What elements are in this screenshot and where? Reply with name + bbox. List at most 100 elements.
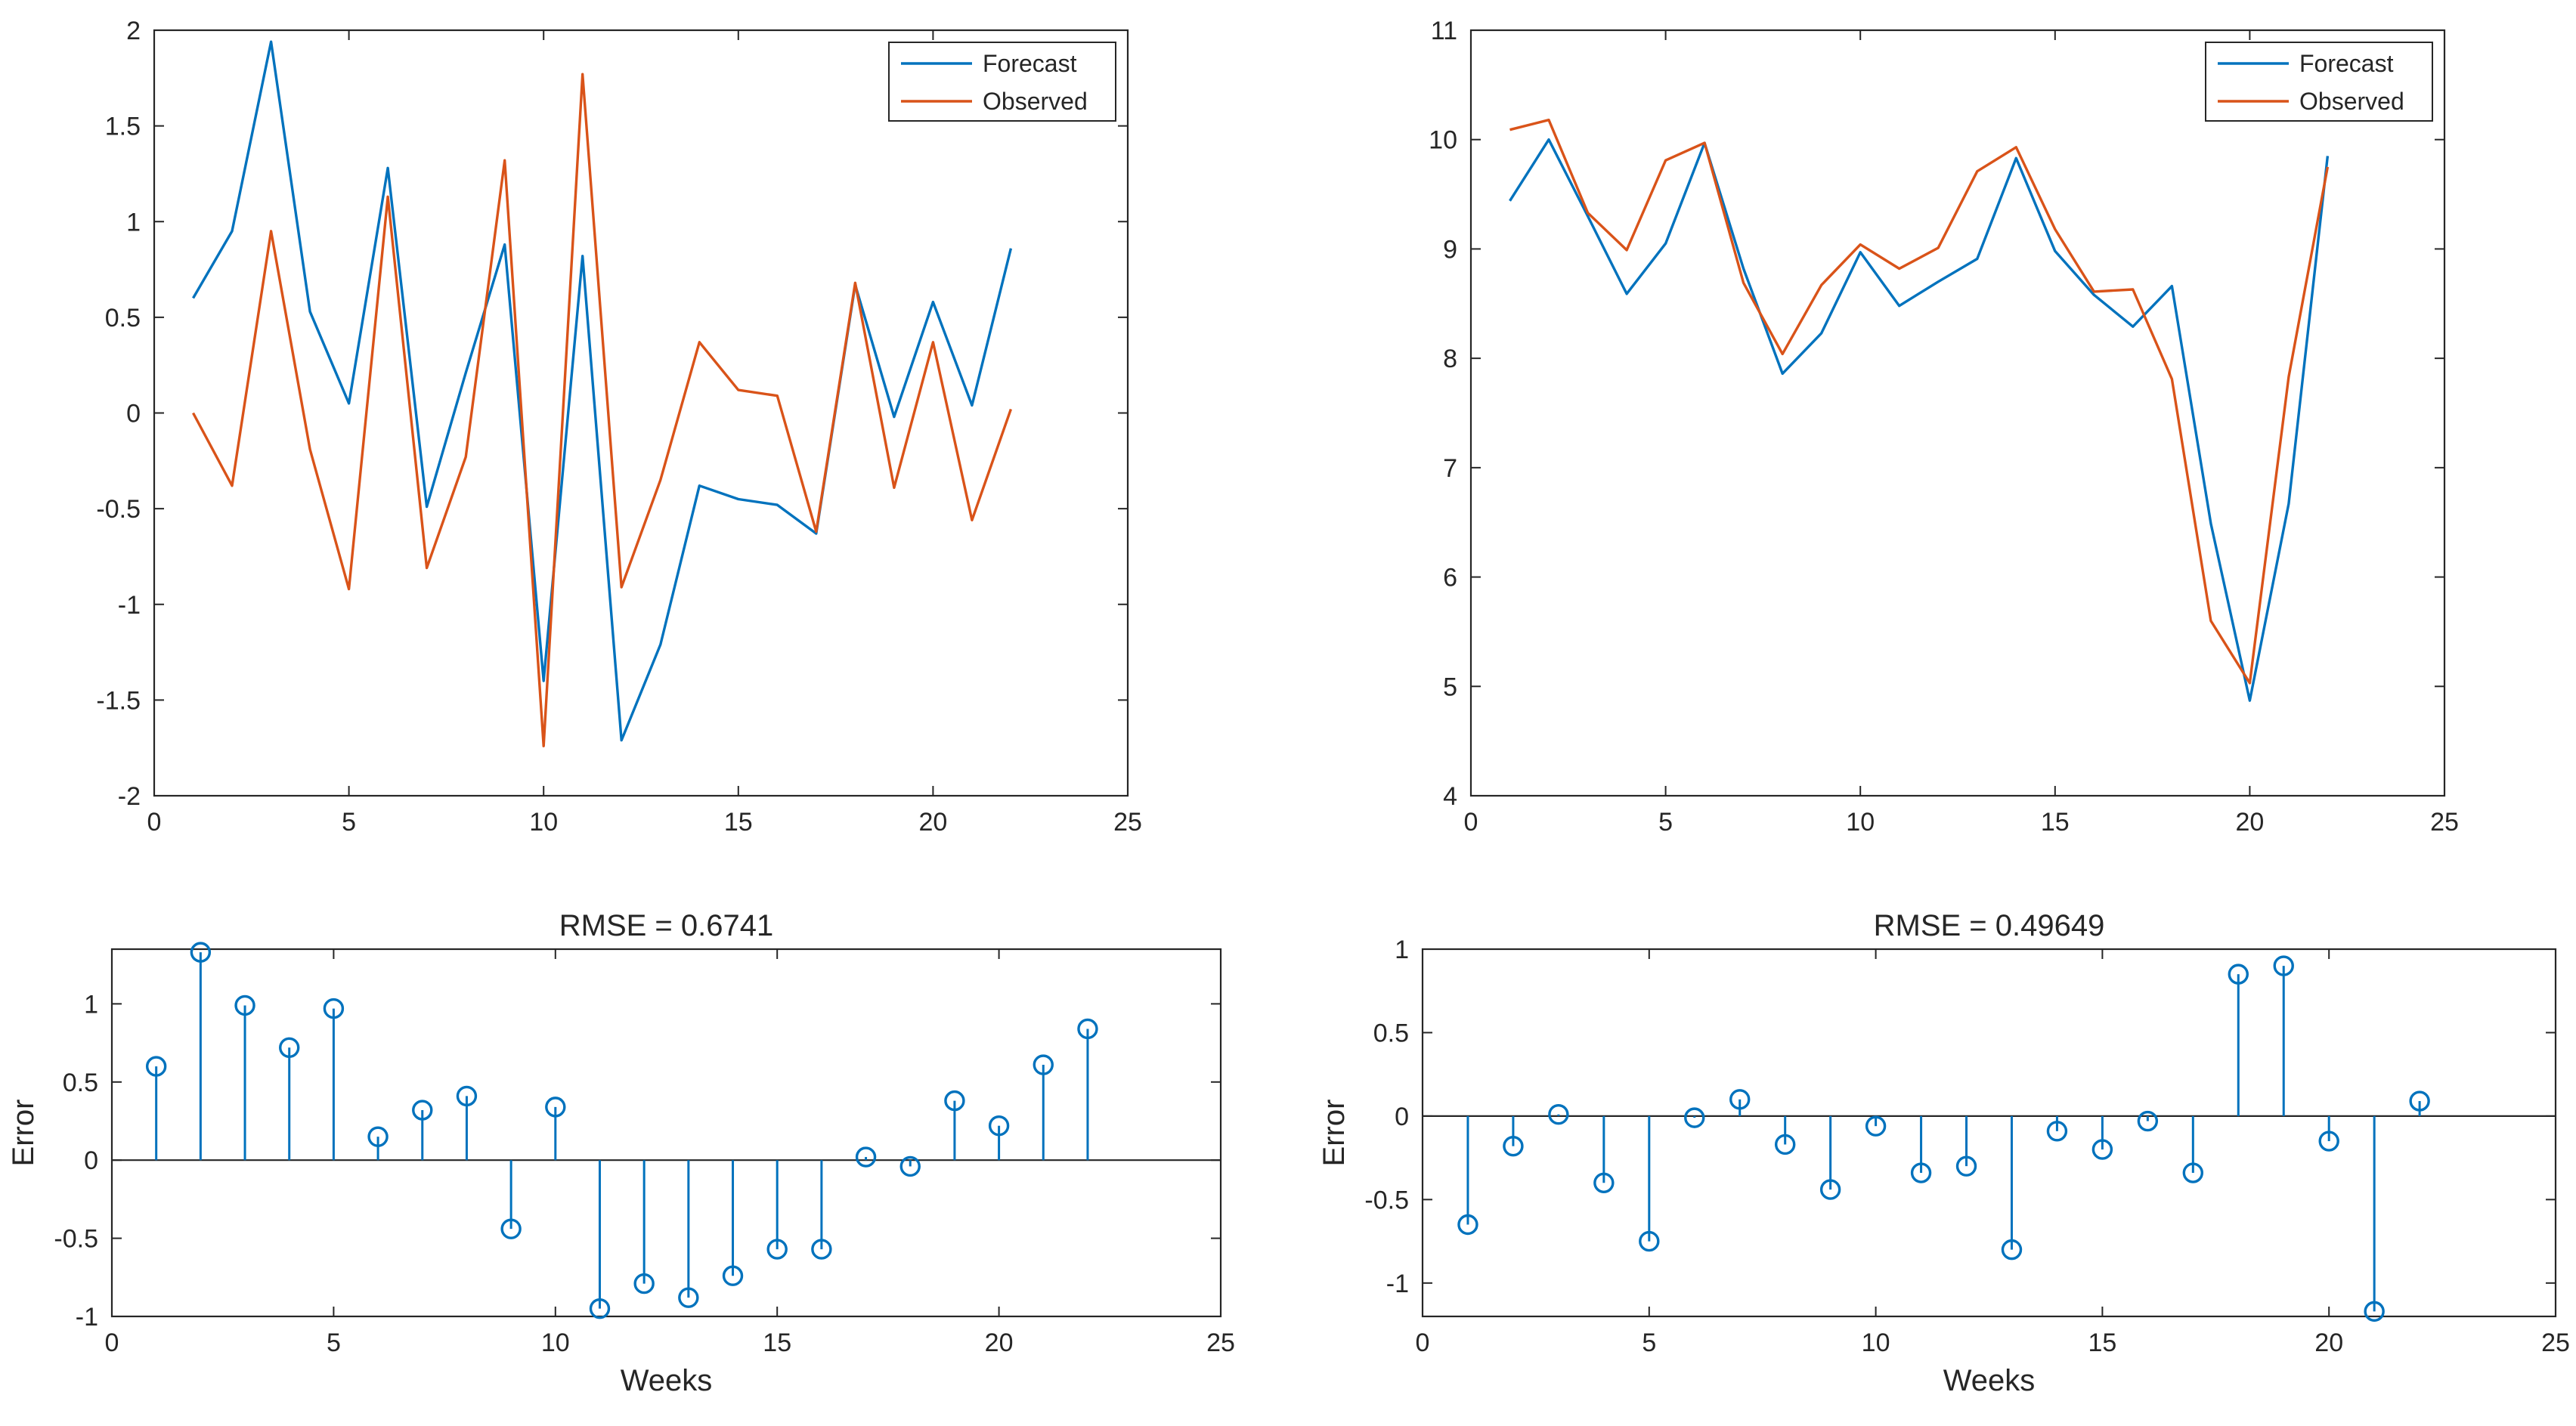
y-tick-label: 6 <box>1443 564 1457 592</box>
legend-label-forecast: Forecast <box>2299 50 2394 77</box>
error-marker <box>855 1146 877 1168</box>
legend: Forecast Observed <box>888 42 1116 122</box>
error-marker <box>1593 1172 1615 1193</box>
y-tick-label: -0.5 <box>1364 1186 1409 1214</box>
error-marker <box>323 998 345 1019</box>
error-marker <box>412 1100 433 1121</box>
y-tick-label: 1 <box>1395 936 1409 964</box>
x-tick-label: 5 <box>1658 808 1673 837</box>
error-marker <box>2409 1090 2430 1112</box>
error-marker <box>2318 1131 2339 1152</box>
error-marker <box>988 1115 1010 1137</box>
series-line-observed <box>192 73 1013 747</box>
error-marker <box>766 1239 788 1260</box>
x-tick-label: 25 <box>2541 1329 2570 1357</box>
legend-label-observed: Observed <box>2299 88 2404 115</box>
series-line-observed <box>1509 118 2330 685</box>
error-marker <box>500 1218 522 1239</box>
x-tick-label: 20 <box>918 808 947 837</box>
error-marker <box>367 1126 389 1147</box>
x-tick-label: 15 <box>763 1329 791 1357</box>
x-tick-label: 20 <box>2235 808 2264 837</box>
error-marker <box>2364 1301 2385 1322</box>
y-tick-label: 1 <box>126 208 141 237</box>
y-tick-label: 0.5 <box>105 304 141 333</box>
error-marker <box>1033 1054 1054 1075</box>
x-tick-label: 5 <box>1642 1329 1656 1357</box>
y-tick-label: 0.5 <box>63 1069 98 1097</box>
error-marker <box>1548 1103 1569 1125</box>
series-line-forecast <box>1509 138 2330 702</box>
x-tick-label: 0 <box>1464 808 1478 837</box>
error-marker <box>1819 1179 1841 1200</box>
error-marker <box>1955 1155 1977 1177</box>
y-tick-label: 5 <box>1443 673 1457 701</box>
error-marker <box>2001 1239 2023 1261</box>
error-marker <box>545 1097 566 1118</box>
y-tick-label: 0 <box>84 1146 98 1175</box>
x-tick-label: 10 <box>1846 808 1875 837</box>
forecast-observed-chart-left: 0 5 10 15 20 25 -2 -1.5 -1 -0.5 0 0.5 1 1.5 2 Forecast O… <box>96 17 1142 837</box>
error-marker <box>1639 1230 1660 1252</box>
error-marker <box>633 1273 655 1295</box>
error-marker <box>589 1298 611 1319</box>
y-tick-label: 10 <box>1429 126 1457 155</box>
x-tick-label: 15 <box>2041 808 2070 837</box>
error-marker <box>145 1056 167 1077</box>
y-axis-label: Error <box>7 1100 40 1167</box>
error-marker <box>1774 1134 1796 1155</box>
y-tick-label: 1 <box>84 990 98 1019</box>
x-tick-label: 0 <box>1416 1329 1430 1357</box>
error-marker <box>1910 1162 1932 1183</box>
error-marker <box>899 1155 921 1177</box>
y-tick-label: 7 <box>1443 454 1457 483</box>
y-tick-label: -0.5 <box>96 495 141 524</box>
y-tick-label: 11 <box>1431 17 1457 45</box>
x-tick-label: 25 <box>2430 808 2459 837</box>
x-axis-label: Weeks <box>621 1364 713 1397</box>
x-tick-label: 10 <box>1862 1329 1890 1357</box>
error-marker <box>1457 1214 1478 1236</box>
legend: Forecast Observed <box>2205 42 2433 122</box>
x-tick-label: 15 <box>2088 1329 2116 1357</box>
x-tick-label: 10 <box>541 1329 570 1357</box>
chart-title: RMSE = 0.49649 <box>1874 909 2105 942</box>
error-marker <box>456 1085 478 1107</box>
plot-area <box>1469 29 2446 797</box>
x-tick-label: 15 <box>724 808 753 837</box>
error-marker <box>2091 1139 2113 1160</box>
x-tick-label: 5 <box>327 1329 341 1357</box>
error-stem-chart-right: 0 5 10 15 20 25 -1 -0.5 0 0.5 1 RMSE = 0.49649 Weeks… <box>1317 909 2570 1397</box>
error-marker <box>2273 955 2294 976</box>
plot-area <box>110 948 1222 1318</box>
error-marker <box>722 1265 744 1286</box>
error-marker <box>2228 964 2249 985</box>
forecast-observed-chart-right: 0 5 10 15 20 25 4 5 6 7 8 9 10 11 Forecast Observed <box>1429 17 2459 837</box>
y-axis-label: Error <box>1317 1100 1351 1167</box>
error-marker <box>2182 1162 2204 1183</box>
y-tick-label: 2 <box>126 17 141 45</box>
y-tick-label: -1 <box>1386 1270 1409 1298</box>
y-tick-label: 8 <box>1443 345 1457 373</box>
series-line-forecast <box>192 40 1013 742</box>
y-tick-label: -2 <box>118 782 141 811</box>
x-tick-label: 10 <box>529 808 558 837</box>
error-marker <box>190 942 212 963</box>
error-marker <box>1503 1135 1524 1157</box>
y-tick-label: 0.5 <box>1373 1019 1409 1047</box>
error-marker <box>2137 1110 2159 1132</box>
legend-box <box>888 42 1116 122</box>
legend-label-observed: Observed <box>983 88 1088 115</box>
error-marker <box>1684 1107 1705 1128</box>
error-marker <box>1729 1089 1751 1110</box>
legend-label-forecast: Forecast <box>983 50 1077 77</box>
y-tick-label: -0.5 <box>54 1225 98 1254</box>
x-tick-label: 25 <box>1206 1329 1235 1357</box>
x-tick-label: 5 <box>342 808 356 837</box>
x-axis-label: Weeks <box>1943 1364 2036 1397</box>
y-tick-label: -1 <box>118 591 141 620</box>
y-tick-label: -1 <box>76 1303 98 1332</box>
error-marker <box>811 1239 832 1260</box>
y-tick-label: 0 <box>126 400 141 428</box>
